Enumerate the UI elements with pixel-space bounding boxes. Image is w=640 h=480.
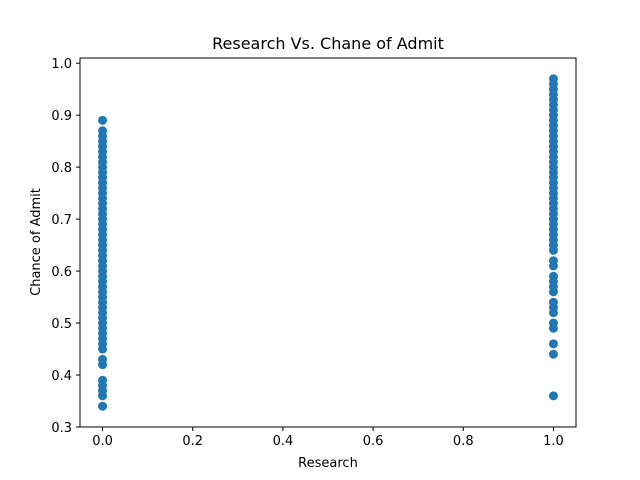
data-point [548, 339, 558, 349]
y-tick-label: 0.9 [51, 109, 72, 124]
y-tick-label: 0.8 [51, 161, 72, 176]
y-tick-label: 0.7 [51, 213, 72, 228]
data-point [548, 256, 558, 266]
chart-title: Research Vs. Chane of Admit [212, 34, 444, 53]
x-tick-label: 0.8 [453, 434, 474, 449]
x-axis-ticks: 0.0 0.2 0.4 0.6 0.8 1.0 [92, 427, 564, 449]
data-point [98, 126, 108, 136]
data-point [98, 115, 108, 125]
y-tick-label: 0.5 [51, 317, 72, 332]
data-point [98, 354, 108, 364]
data-points [98, 74, 558, 411]
data-point [548, 391, 558, 401]
y-tick-label: 1.0 [51, 57, 72, 72]
y-tick-label: 0.3 [51, 421, 72, 436]
data-point [548, 318, 558, 328]
x-axis-label: Research [298, 456, 358, 471]
data-point [548, 297, 558, 307]
x-tick-label: 0.2 [182, 434, 203, 449]
y-tick-label: 0.4 [51, 369, 72, 384]
y-axis-ticks: 0.3 0.4 0.5 0.6 0.7 0.8 0.9 1.0 [51, 57, 80, 436]
x-tick-label: 0.6 [363, 434, 384, 449]
y-axis-label: Chance of Admit [29, 188, 44, 296]
x-tick-label: 0.4 [273, 434, 294, 449]
data-point [98, 401, 108, 411]
y-tick-label: 0.6 [51, 265, 72, 280]
data-point [548, 271, 558, 281]
plot-area-frame [79, 57, 577, 428]
x-tick-label: 1.0 [543, 434, 564, 449]
data-point [98, 375, 108, 385]
x-tick-label: 0.0 [92, 434, 113, 449]
data-point [548, 74, 558, 84]
data-point [548, 349, 558, 359]
